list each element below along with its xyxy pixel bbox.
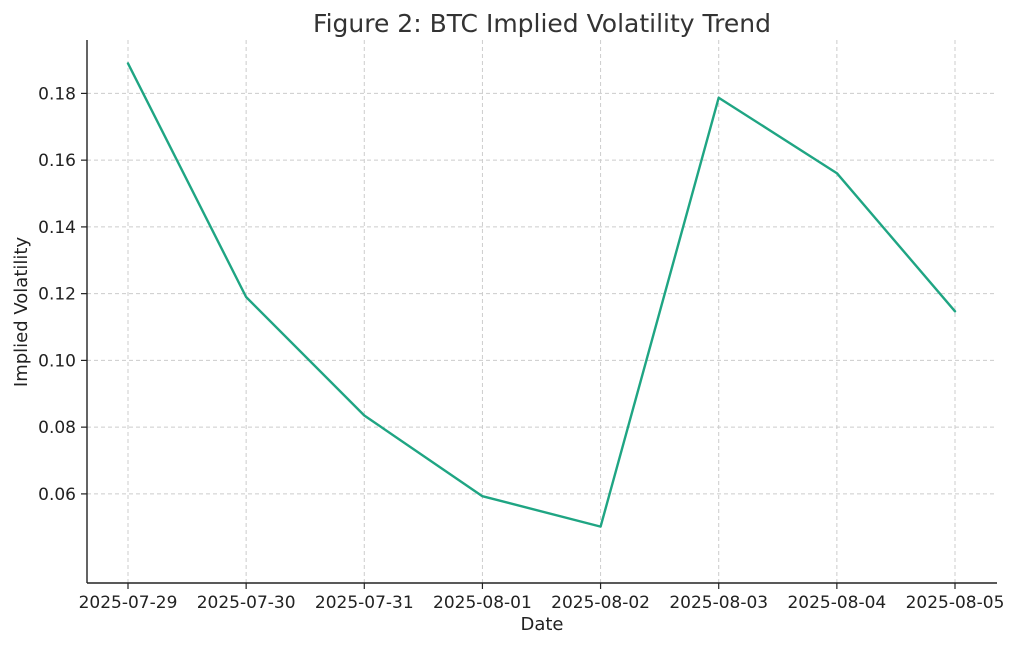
x-ticks: 2025-07-29 2025-07-30 2025-07-31 2025-08-01… [79, 583, 1005, 613]
y-tick-label: 0.10 [38, 351, 76, 371]
x-tick-label: 2025-07-31 [315, 593, 414, 613]
y-tick-label: 0.14 [38, 218, 76, 238]
series-layer [126, 62, 957, 528]
x-tick-label: 2025-07-30 [197, 593, 296, 613]
y-axis-label: Implied Volatility [11, 237, 32, 388]
y-tick-label: 0.16 [38, 151, 76, 171]
x-tick-label: 2025-08-01 [433, 593, 532, 613]
y-tick-label: 0.18 [38, 84, 76, 104]
series-line [126, 62, 957, 528]
x-tick-label: 2025-08-02 [551, 593, 650, 613]
x-tick-label: 2025-07-29 [79, 593, 178, 613]
y-tick-label: 0.08 [38, 418, 76, 438]
y-ticks: 0.06 0.08 0.10 0.12 0.14 0.16 0.18 [38, 84, 87, 505]
axes [86, 40, 997, 584]
chart-title: Figure 2: BTC Implied Volatility Trend [313, 9, 771, 38]
y-tick-label: 0.06 [38, 485, 76, 505]
x-tick-label: 2025-08-04 [787, 593, 886, 613]
x-tick-label: 2025-08-03 [669, 593, 768, 613]
y-tick-label: 0.12 [38, 285, 76, 305]
grid [87, 40, 997, 583]
x-axis-label: Date [520, 614, 563, 635]
x-tick-label: 2025-08-05 [906, 593, 1005, 613]
